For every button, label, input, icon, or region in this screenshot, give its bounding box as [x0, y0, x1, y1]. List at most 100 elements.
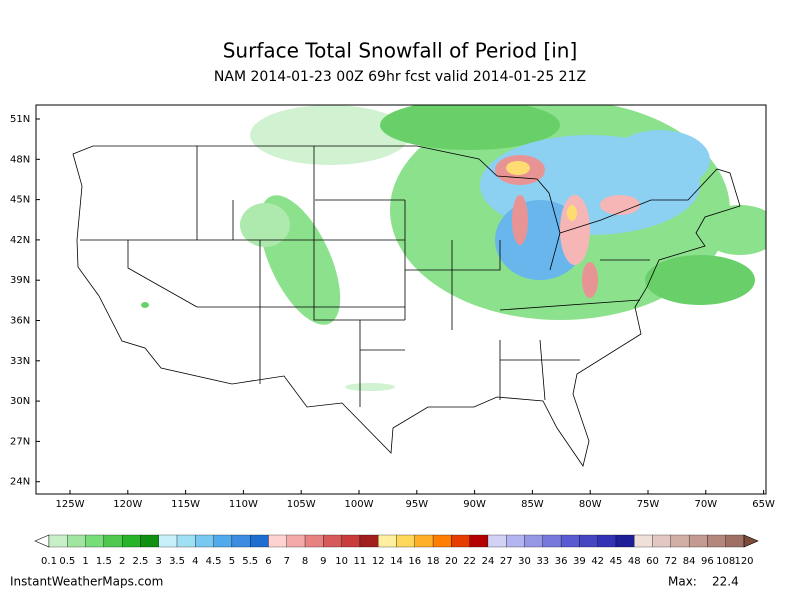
colorbar-label: 3.5: [169, 556, 185, 567]
title: Surface Total Snowfall of Period [in]: [223, 39, 578, 63]
lon-label: 70W: [694, 499, 717, 510]
lat-label: 45N: [10, 195, 30, 206]
colorbar-label: 6: [265, 556, 271, 567]
source: InstantWeatherMaps.com: [10, 575, 163, 589]
colorbar-swatch: [359, 534, 379, 548]
plot-frame: [35, 104, 767, 495]
colorbar-swatch: [48, 534, 68, 548]
lat-label: 42N: [10, 235, 30, 246]
colorbar-swatch: [213, 534, 233, 548]
colorbar-swatch: [341, 534, 361, 548]
colorbar-label: 36: [555, 556, 568, 567]
lat-label: 39N: [10, 275, 30, 286]
lon-label: 90W: [463, 499, 486, 510]
colorbar-under: [34, 534, 50, 548]
colorbar-label: 0.1: [41, 556, 57, 567]
colorbar-label: 48: [628, 556, 641, 567]
colorbar-swatch: [579, 534, 598, 548]
colorbar-swatch: [158, 534, 178, 548]
colorbar-label: 5.5: [242, 556, 258, 567]
colorbar-label: 1: [82, 556, 88, 567]
colorbar-label: 10: [335, 556, 348, 567]
colorbar-label: 33: [536, 556, 549, 567]
colorbar-label: 42: [591, 556, 604, 567]
lon-label: 80W: [579, 499, 602, 510]
lon-label: 75W: [637, 499, 660, 510]
colorbar-label: 4: [192, 556, 198, 567]
colorbar-swatch: [615, 534, 635, 548]
colorbar-swatch: [85, 534, 105, 548]
lon-label: 85W: [521, 499, 544, 510]
lon-label: 115W: [171, 499, 200, 510]
colorbar-swatch: [286, 534, 306, 548]
lon-label: 120W: [113, 499, 142, 510]
colorbar-swatch: [725, 534, 745, 548]
colorbar-label: 39: [573, 556, 586, 567]
colorbar-label: 11: [354, 556, 367, 567]
colorbar-label: 5: [229, 556, 235, 567]
colorbar-label: 3: [156, 556, 162, 567]
max-label: Max:: [668, 575, 697, 589]
colorbar-label: 72: [664, 556, 677, 567]
colorbar-label: 96: [701, 556, 714, 567]
colorbar-label: 0.5: [59, 556, 75, 567]
colorbar-swatch: [670, 534, 690, 548]
colorbar-swatch: [103, 534, 123, 548]
colorbar-swatch: [250, 534, 269, 548]
lon-label: 105W: [287, 499, 316, 510]
subtitle: NAM 2014-01-23 00Z 69hr fcst valid 2014-…: [214, 69, 586, 85]
colorbar-swatch: [652, 534, 671, 548]
lat-label: 27N: [10, 436, 30, 447]
colorbar-label: 18: [427, 556, 440, 567]
colorbar-swatch: [688, 534, 708, 548]
borders: [72, 145, 741, 467]
lat-label: 30N: [10, 396, 30, 407]
colorbar-swatch: [432, 534, 452, 548]
colorbar-label: 30: [518, 556, 531, 567]
colorbar-label: 4.5: [206, 556, 222, 567]
colorbar-swatch: [542, 534, 562, 548]
colorbar-swatch: [268, 534, 287, 548]
lon-label: 95W: [405, 499, 428, 510]
colorbar-label: 60: [646, 556, 659, 567]
lon-label: 65W: [752, 499, 775, 510]
colorbar-swatch: [323, 534, 342, 548]
colorbar-label: 2: [119, 556, 125, 567]
lat-label: 51N: [10, 114, 30, 125]
colorbar-label: 16: [408, 556, 421, 567]
colorbar-swatch: [122, 534, 141, 548]
colorbar-label: 22: [463, 556, 476, 567]
colorbar-label: 12: [372, 556, 385, 567]
colorbar-swatch: [469, 534, 489, 548]
colorbar-swatch: [414, 534, 434, 548]
lat-label: 33N: [10, 356, 30, 367]
colorbar-label: 20: [445, 556, 458, 567]
colorbar-swatch: [707, 534, 726, 548]
colorbar-label: 27: [500, 556, 513, 567]
colorbar-swatch: [378, 534, 397, 548]
colorbar-label: 1.5: [96, 556, 112, 567]
colorbar-swatch: [506, 534, 525, 548]
colorbar-swatch: [304, 534, 324, 548]
colorbar-label: 8: [302, 556, 308, 567]
snow-field: [141, 105, 766, 391]
lat-label: 24N: [10, 477, 30, 488]
colorbar-swatch: [140, 534, 159, 548]
colorbar-swatch: [176, 534, 196, 548]
colorbar-swatch: [487, 534, 507, 548]
colorbar-label: 120: [734, 556, 753, 567]
colorbar-label: 108: [716, 556, 735, 567]
colorbar-swatch: [451, 534, 470, 548]
colorbar-over: [743, 534, 759, 548]
colorbar-swatch: [396, 534, 415, 548]
colorbar-label: 9: [320, 556, 326, 567]
colorbar-swatch: [560, 534, 580, 548]
colorbar-label: 45: [610, 556, 623, 567]
colorbar-swatch: [195, 534, 214, 548]
lon-label: 100W: [345, 499, 374, 510]
lat-label: 36N: [10, 316, 30, 327]
lat-label: 48N: [10, 154, 30, 165]
colorbar-label: 24: [482, 556, 495, 567]
colorbar-label: 7: [284, 556, 290, 567]
colorbar-swatch: [67, 534, 86, 548]
